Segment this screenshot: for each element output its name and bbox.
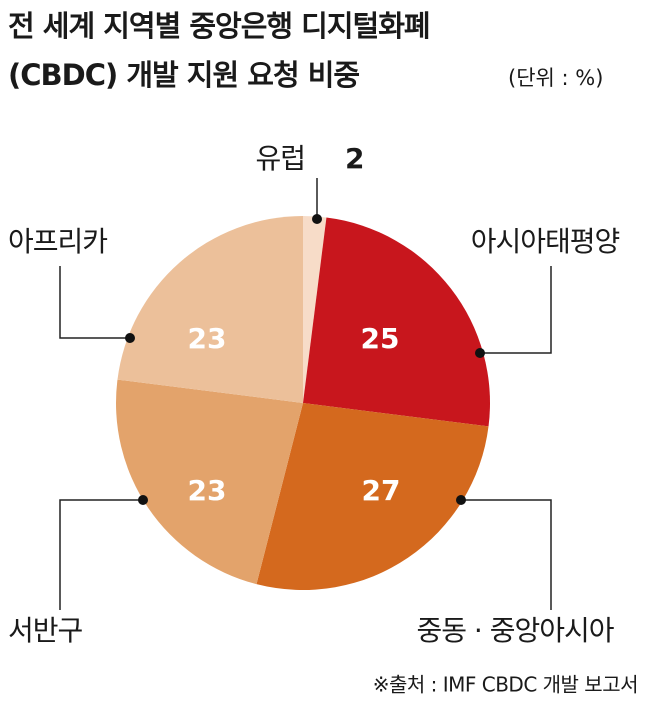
value-label: 23 xyxy=(188,322,227,355)
chart-title: (CBDC) 개발 지원 요청 비중 xyxy=(8,58,359,92)
pie-slice xyxy=(117,216,303,403)
unit-note: (단위 : %) xyxy=(508,66,603,90)
slice-label: 중동 · 중앙아시아 xyxy=(416,614,613,647)
value-label: 27 xyxy=(362,474,401,507)
slice-label: 서반구 xyxy=(8,614,83,647)
slice-label: 유럽 xyxy=(255,142,305,175)
leader-line xyxy=(59,499,143,610)
chart-title: 전 세계 지역별 중앙은행 디지털화폐 xyxy=(8,9,430,43)
pie-slice xyxy=(303,217,490,427)
pie-slice xyxy=(256,403,489,590)
source: ※출처 : IMF CBDC 개발 보고서 xyxy=(373,673,638,697)
slice-label: 아프리카 xyxy=(8,225,107,258)
leader-line xyxy=(480,266,552,354)
leader-dot xyxy=(456,495,466,505)
leader-dot xyxy=(475,348,485,358)
slice-label: 아시아태평양 xyxy=(471,225,620,258)
value-label: 2 xyxy=(345,142,364,175)
value-label: 25 xyxy=(361,322,400,355)
leader-dot xyxy=(312,214,322,224)
leader-line xyxy=(59,266,130,339)
pie-slice xyxy=(303,216,327,403)
leader-line xyxy=(461,499,552,610)
leader-dot xyxy=(125,333,135,343)
pie-slice xyxy=(115,379,303,585)
value-label: 23 xyxy=(188,474,227,507)
leader-dot xyxy=(138,495,148,505)
